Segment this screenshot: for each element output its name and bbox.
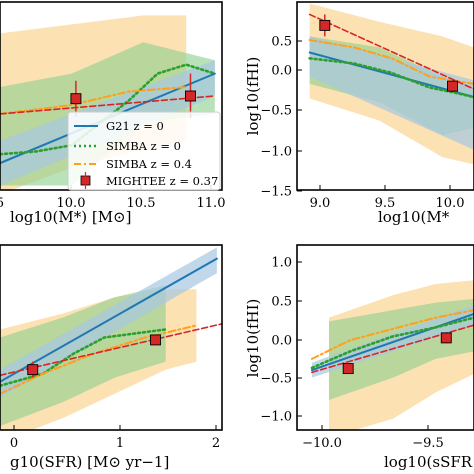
y-tick-label: 0.0 xyxy=(271,334,292,349)
band-g21-z-0 xyxy=(309,36,474,150)
x-tick-label: 10.5 xyxy=(127,196,156,211)
series-simba-z-0 xyxy=(308,57,474,99)
series-mightee-z-0-37 xyxy=(0,95,216,115)
series-simba-z-0-4 xyxy=(308,39,474,85)
x-tick-label: 1 xyxy=(116,436,124,451)
legend-label-mightee: MIGHTEE z = 0.37 xyxy=(106,174,218,188)
y-tick-label: 0.5 xyxy=(271,295,292,310)
y-tick-label: 0.0 xyxy=(271,64,292,79)
x-axis-label: log10(M* xyxy=(378,208,450,226)
x-tick-label: 0 xyxy=(10,436,18,451)
y-tick-label: 1.0 xyxy=(271,256,292,271)
x-tick-label: 10.0 xyxy=(436,196,465,211)
series-simba-z-0-4 xyxy=(0,86,188,115)
axes-frame xyxy=(296,244,474,431)
series-simba-z-0 xyxy=(310,316,474,370)
series-simba-z-0-4 xyxy=(310,309,474,360)
plot-area xyxy=(310,280,474,430)
mightee-point xyxy=(185,90,196,102)
y-tick-label: −0.5 xyxy=(260,104,292,119)
panel-fhi-ssfr: −10.0 −9.5 1.0 0.5 0.0 −0.5 −1.0 log10(sSFR log1… xyxy=(244,244,474,471)
series-g21-z-0 xyxy=(308,51,474,99)
panel-sfr: 0 1 2 g10(SFR) [M⊙ yr−1] xyxy=(0,244,223,471)
series-g21-z-0 xyxy=(0,257,218,383)
axes-frame xyxy=(0,244,223,431)
x-tick-label: −9.5 xyxy=(412,436,444,451)
plot-area xyxy=(0,247,222,430)
y-tick-label: −0.5 xyxy=(260,372,292,387)
y-tick-label: −1.5 xyxy=(260,185,292,200)
y-tick-label: −1.0 xyxy=(260,145,292,160)
x-tick-label: 2 xyxy=(212,436,220,451)
series-mightee-z-0-37 xyxy=(308,13,474,90)
mightee-point xyxy=(150,334,161,346)
mightee-point xyxy=(319,19,331,31)
plot-area xyxy=(308,3,474,165)
x-tick-label: 5 xyxy=(0,196,4,211)
legend-label-simba0: SIMBA z = 0 xyxy=(106,139,181,153)
legend-box xyxy=(67,111,221,191)
series-g21-z-0 xyxy=(310,312,474,372)
legend-label-simba04: SIMBA z = 0.4 xyxy=(106,157,192,171)
panel-fhi-stellar-mass: 9.0 9.5 10.0 0.5 0.0 −0.5 −1.0 −1.5 log10(M* log1… xyxy=(244,1,474,226)
band-g21-z-0 xyxy=(0,247,217,398)
y-axis-label: log10(fHI) xyxy=(244,299,262,378)
y-tick-label: −1.0 xyxy=(260,410,292,425)
mightee-point xyxy=(447,80,458,92)
series-simba-z-0 xyxy=(0,328,168,388)
mightee-point xyxy=(27,364,39,376)
x-tick-label: 9.0 xyxy=(310,196,331,211)
x-tick-label: 11.0 xyxy=(197,196,226,211)
y-axis-label: log10(fHI) xyxy=(244,57,262,136)
y-tick-label: 0.5 xyxy=(271,35,292,50)
mightee-point xyxy=(342,363,354,375)
x-tick-label: −10.0 xyxy=(302,436,342,451)
mightee-point xyxy=(440,332,452,344)
x-axis-label: g10(SFR) [M⊙ yr−1] xyxy=(10,453,169,471)
x-tick-label: 9.5 xyxy=(375,196,396,211)
x-tick-label: 10.0 xyxy=(57,196,86,211)
x-axis-label: log10(M*) [M⊙] xyxy=(10,208,131,226)
x-axis-label: log10(sSFR xyxy=(384,453,473,471)
legend: G21 z = 0 SIMBA z = 0 SIMBA z = 0.4 MIGH… xyxy=(67,111,221,191)
legend-label-g21: G21 z = 0 xyxy=(106,119,164,133)
mightee-point xyxy=(70,93,82,105)
